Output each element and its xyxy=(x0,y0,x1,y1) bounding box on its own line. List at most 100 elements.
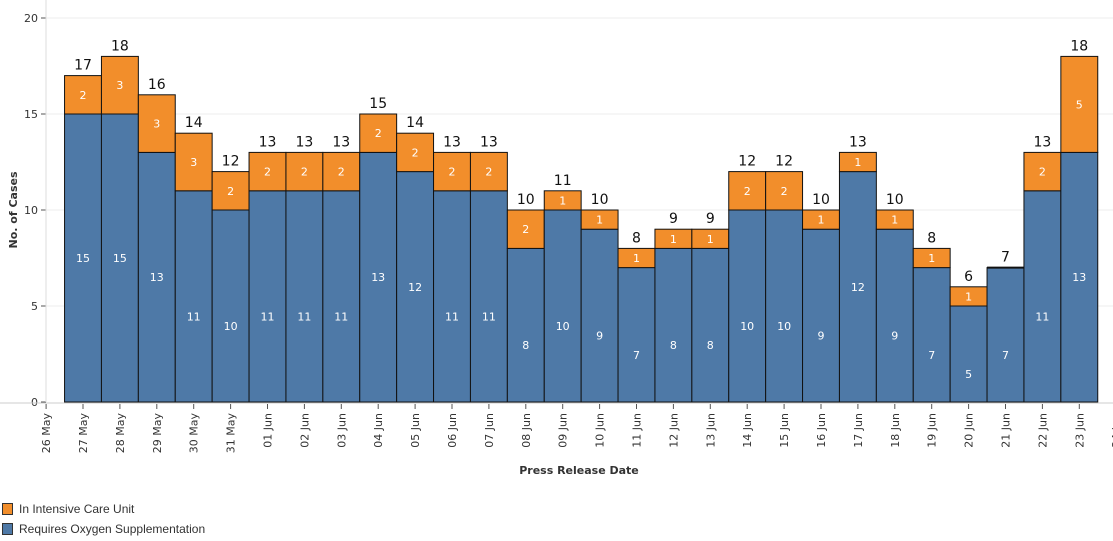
bar-oxygen-label: 11 xyxy=(482,310,496,323)
bar-total-label: 9 xyxy=(669,211,678,227)
legend-swatch-oxygen xyxy=(2,523,13,535)
bar-total-label: 8 xyxy=(632,230,641,246)
bar-total-label: 8 xyxy=(927,230,936,246)
bar-icu xyxy=(100,55,139,115)
bar-oxygen xyxy=(506,247,545,403)
bar-oxygen xyxy=(580,228,619,403)
bar-total-label: 18 xyxy=(1070,38,1088,54)
x-tick-label: 28 May xyxy=(114,413,127,454)
x-tick-label: 15 Jun xyxy=(778,413,791,448)
bar-oxygen xyxy=(654,247,693,403)
bar-oxygen xyxy=(64,113,102,403)
bar-oxygen-label: 7 xyxy=(633,349,640,362)
bar-oxygen-label: 10 xyxy=(740,320,754,333)
bar-icu xyxy=(469,151,508,192)
bar-total-label: 12 xyxy=(775,154,793,170)
bar-icu-label: 1 xyxy=(854,156,861,169)
bar-icu-label: 1 xyxy=(965,290,972,303)
x-tick-label: 11 Jun xyxy=(631,413,644,448)
bar-icu xyxy=(506,209,545,249)
bar-oxygen-label: 9 xyxy=(596,330,603,343)
stacked-bar-chart: 1521715318133161131410212112131121311213… xyxy=(0,0,1113,477)
bar-total-label: 13 xyxy=(259,134,277,150)
bar-oxygen xyxy=(691,247,730,403)
bar-icu-label: 1 xyxy=(891,214,898,227)
bar-oxygen xyxy=(912,267,951,403)
bar-total-label: 13 xyxy=(1033,134,1051,150)
bar-icu-label: 1 xyxy=(670,233,677,246)
bar-oxygen-label: 10 xyxy=(556,320,570,333)
bar-oxygen-label: 9 xyxy=(818,330,825,343)
bar-oxygen xyxy=(543,209,582,403)
bar-icu xyxy=(64,75,102,115)
bar-icu xyxy=(875,209,914,230)
bars: 1521715318133161131410212112131121311213… xyxy=(64,38,1099,403)
bar-oxygen-label: 8 xyxy=(707,339,714,352)
x-tick-label: 01 Jun xyxy=(262,413,275,448)
legend-swatch-icu xyxy=(2,503,13,515)
bar-icu-label: 2 xyxy=(80,89,87,102)
bar-oxygen xyxy=(802,228,840,403)
bar-icu-label: 3 xyxy=(190,156,197,169)
legend-label-icu: In Intensive Care Unit xyxy=(19,502,135,516)
x-tick-label: 23 Jun xyxy=(1073,413,1086,448)
bar-oxygen xyxy=(100,113,139,403)
bar-oxygen-label: 11 xyxy=(1035,310,1049,323)
bar-oxygen-label: 12 xyxy=(851,281,865,294)
bar-oxygen-label: 11 xyxy=(261,310,275,323)
bar-oxygen xyxy=(949,305,988,403)
x-tick-label: 17 Jun xyxy=(852,413,865,448)
x-tick-label: 06 Jun xyxy=(446,413,459,448)
bar-total-label: 12 xyxy=(222,154,240,170)
x-tick-label: 05 Jun xyxy=(409,413,422,448)
bar-oxygen xyxy=(359,151,398,403)
bar-icu-label: 2 xyxy=(338,166,345,179)
bar-icu xyxy=(1023,151,1062,192)
bar-total-label: 18 xyxy=(111,38,129,54)
bar-oxygen xyxy=(137,151,176,403)
bar-total-label: 6 xyxy=(964,269,973,285)
bar-total-label: 14 xyxy=(185,115,203,131)
bar-total-label: 10 xyxy=(591,192,609,208)
x-tick-label: 24 Jun xyxy=(1110,413,1113,448)
bar-total-label: 13 xyxy=(480,134,498,150)
bar-oxygen xyxy=(765,209,804,403)
y-tick-label: 10 xyxy=(24,204,38,217)
bar-oxygen xyxy=(211,209,250,403)
x-tick-label: 19 Jun xyxy=(926,413,939,448)
bar-total-label: 17 xyxy=(74,58,92,74)
legend-item-oxygen: Requires Oxygen Supplementation xyxy=(2,522,205,536)
bar-oxygen-label: 10 xyxy=(777,320,791,333)
bar-icu-label: 2 xyxy=(227,185,234,198)
bar-total-label: 10 xyxy=(886,192,904,208)
bar-icu-label: 2 xyxy=(1039,166,1046,179)
y-tick-label: 5 xyxy=(31,300,38,313)
x-tick-label: 14 Jun xyxy=(741,413,754,448)
bar-oxygen xyxy=(875,228,914,403)
bar-oxygen xyxy=(617,267,656,403)
bar-oxygen-label: 7 xyxy=(928,349,935,362)
bar-icu-label: 2 xyxy=(522,223,529,236)
bar-icu xyxy=(174,132,213,192)
bar-icu xyxy=(765,171,804,211)
bar-oxygen-label: 13 xyxy=(371,271,385,284)
bar-icu xyxy=(1060,55,1099,153)
x-tick-label: 07 Jun xyxy=(483,413,496,448)
y-axis-label: No. of Cases xyxy=(7,171,20,248)
x-tick-label: 13 Jun xyxy=(704,413,717,448)
bar-icu-label: 2 xyxy=(375,127,382,140)
x-tick-label: 04 Jun xyxy=(372,413,385,448)
legend-item-icu: In Intensive Care Unit xyxy=(2,502,134,516)
bar-icu xyxy=(322,151,361,192)
bar-oxygen-label: 11 xyxy=(445,310,459,323)
x-tick-label: 31 May xyxy=(225,413,238,454)
bar-total-label: 7 xyxy=(1001,250,1010,266)
bar-total-label: 10 xyxy=(812,192,830,208)
bar-icu-label: 1 xyxy=(707,233,714,246)
bar-icu-label: 2 xyxy=(301,166,308,179)
bar-oxygen-label: 13 xyxy=(150,271,164,284)
legend-label-oxygen: Requires Oxygen Supplementation xyxy=(19,522,206,536)
bar-icu xyxy=(137,94,176,153)
bar-oxygen-label: 8 xyxy=(670,339,677,352)
